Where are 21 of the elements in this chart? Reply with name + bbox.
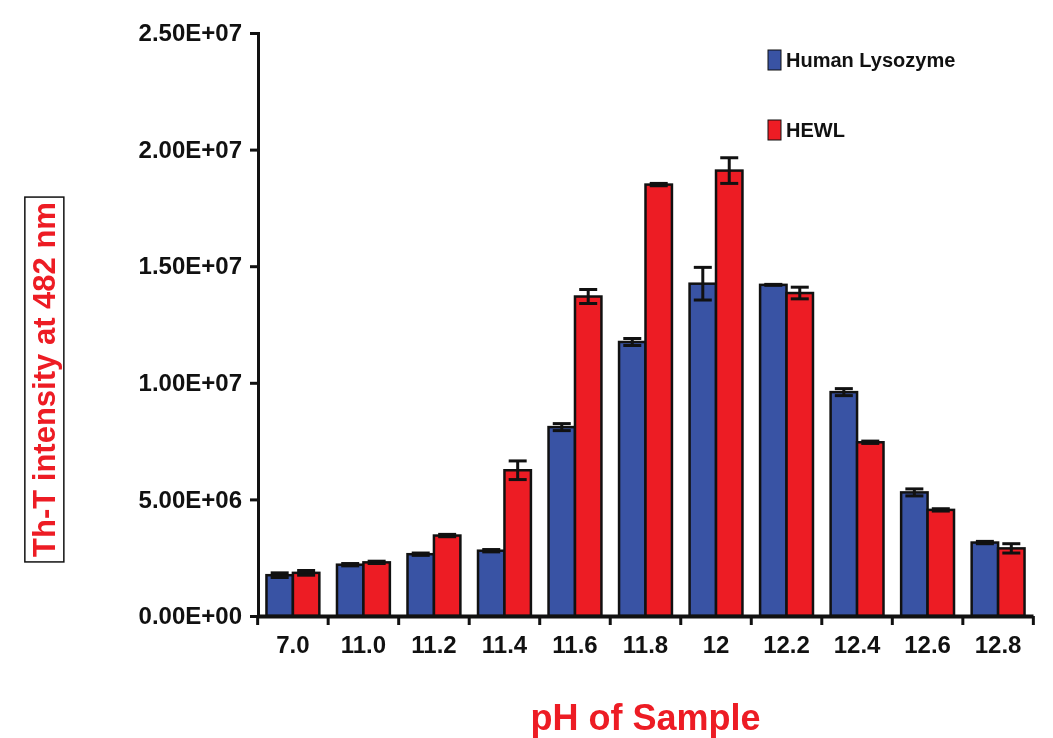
x-axis-title: pH of Sample — [530, 697, 761, 738]
x-tick-label: 11.0 — [340, 630, 387, 658]
x-tick-label: 11.8 — [622, 630, 669, 658]
y-tick-label: 5.00E+06 — [138, 485, 242, 513]
y-tick-label: 0.00E+00 — [138, 602, 242, 630]
x-tick-label: 12.6 — [904, 630, 951, 658]
x-tick-label: 7.0 — [276, 630, 310, 658]
x-tick-label: 11.4 — [481, 630, 528, 658]
x-tick-label: 11.2 — [411, 630, 457, 658]
y-tick-label: 2.00E+07 — [138, 135, 242, 163]
legend-label: HEWL — [786, 119, 845, 141]
x-tick-label: 12.2 — [763, 630, 810, 658]
y-tick-label: 2.50E+07 — [138, 19, 242, 47]
legend-label: Human Lysozyme — [786, 49, 956, 71]
x-tick-label: 12.4 — [833, 630, 882, 658]
x-tick-label: 12 — [702, 630, 730, 658]
x-tick-label: 12.8 — [974, 630, 1022, 658]
y-tick-label: 1.50E+07 — [138, 252, 242, 280]
x-tick-label: 11.6 — [552, 630, 598, 658]
y-axis-title: Th-T intensity at 482 nm — [26, 202, 62, 557]
y-tick-label: 1.00E+07 — [138, 368, 242, 396]
